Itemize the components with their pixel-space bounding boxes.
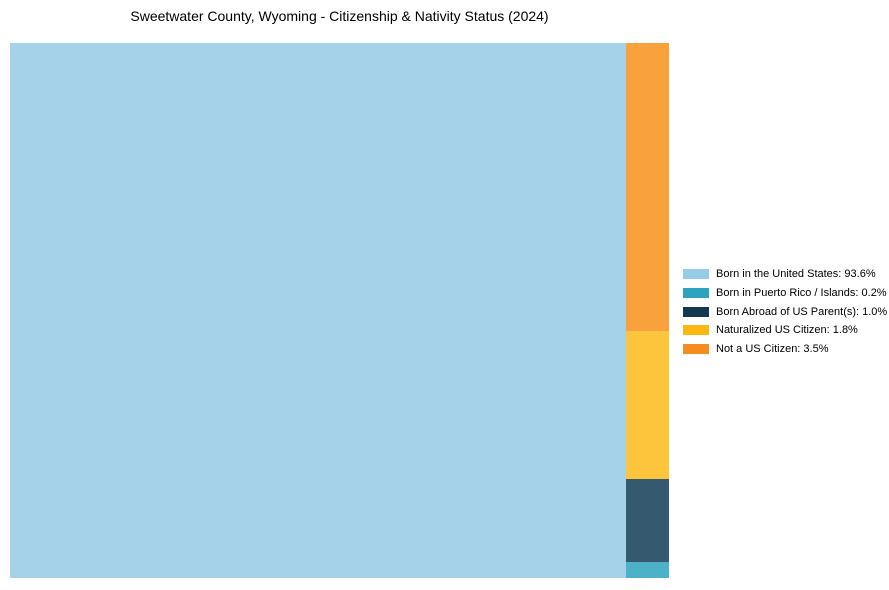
legend-row-born-abroad-of-us-parent-s: Born Abroad of US Parent(s): 1.0% [683, 302, 887, 321]
mosaic-segment-born-abroad-of-us-parent-s [626, 479, 669, 562]
legend-swatch-born-in-the-united-states [683, 269, 709, 280]
legend-swatch-born-abroad-of-us-parent-s [683, 306, 709, 317]
legend-swatch-born-in-puerto-rico-islands [683, 288, 709, 299]
legend-label-not-a-us-citizen: Not a US Citizen: 3.5% [716, 343, 829, 356]
legend-label-born-abroad-of-us-parent-s: Born Abroad of US Parent(s): 1.0% [716, 305, 888, 318]
legend-swatch-not-a-us-citizen [683, 344, 709, 355]
mosaic-segment-born-in-the-united-states [10, 43, 627, 578]
legend-label-naturalized-us-citizen: Naturalized US Citizen: 1.8% [716, 324, 858, 337]
legend-row-born-in-the-united-states: Born in the United States: 93.6% [683, 265, 887, 284]
mosaic-segment-not-a-us-citizen [626, 43, 669, 332]
legend-row-born-in-puerto-rico-islands: Born in Puerto Rico / Islands: 0.2% [683, 284, 887, 303]
mosaic-chart [10, 43, 669, 578]
legend-row-naturalized-us-citizen: Naturalized US Citizen: 1.8% [683, 321, 887, 340]
legend-label-born-in-the-united-states: Born in the United States: 93.6% [716, 268, 876, 281]
legend-swatch-naturalized-us-citizen [683, 325, 709, 336]
legend: Born in the United States: 93.6% Born in … [683, 265, 887, 358]
legend-row-not-a-us-citizen: Not a US Citizen: 3.5% [683, 340, 887, 359]
chart-title: Sweetwater County, Wyoming - Citizenship… [130, 8, 549, 24]
legend-label-born-in-puerto-rico-islands: Born in Puerto Rico / Islands: 0.2% [716, 287, 887, 300]
mosaic-segment-born-in-puerto-rico-islands [626, 561, 669, 578]
mosaic-segment-naturalized-us-citizen [626, 331, 669, 480]
mosaic-minor-column [626, 43, 669, 578]
